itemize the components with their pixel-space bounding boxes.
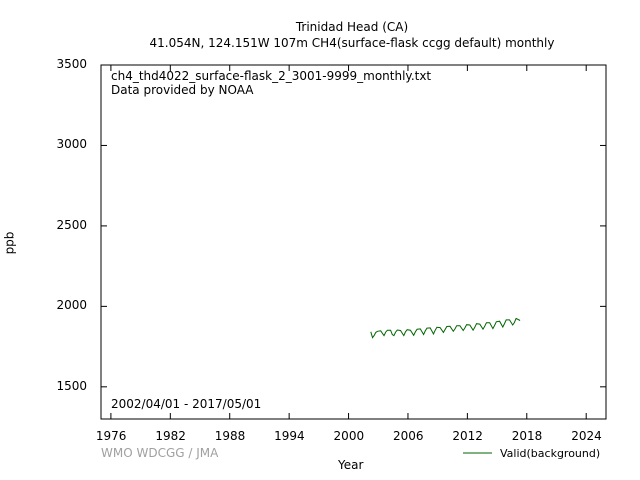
x-tick-label: 2006	[392, 429, 424, 443]
x-tick-label: 1994	[274, 429, 305, 443]
y-tick-label: 2500	[56, 217, 87, 232]
tick-marks	[101, 64, 606, 419]
file-label: ch4_thd4022_surface-flask_2_3001-9999_mo…	[111, 69, 432, 83]
y-tick-label: 3000	[56, 137, 87, 152]
plot-frame	[100, 64, 607, 420]
y-tick-label: 1500	[56, 378, 87, 393]
y-tick-label: 2000	[56, 298, 87, 313]
x-tick-label: 1988	[214, 429, 246, 443]
series-layer	[370, 317, 521, 339]
chart-title: Trinidad Head (CA)	[295, 20, 409, 34]
x-tick-label: 2018	[511, 429, 543, 443]
x-tick-label: 2024	[571, 429, 602, 443]
credit-label: WMO WDCGG / JMA	[101, 446, 219, 460]
x-tick-label: 2012	[452, 429, 483, 443]
series-line	[370, 317, 521, 339]
x-tick-label: 1982	[155, 429, 186, 443]
period-label: 2002/04/01 - 2017/05/01	[111, 397, 262, 411]
provider-label: Data provided by NOAA	[111, 83, 254, 97]
x-tick-label: 2000	[333, 429, 365, 443]
x-axis-label: Year	[338, 458, 364, 472]
legend-label: Valid(background)	[500, 447, 601, 460]
y-tick-label: 3500	[56, 57, 87, 71]
y-axis-label: ppb	[2, 231, 17, 255]
chart-subtitle: 41.054N, 124.151W 107m CH4(surface-flask…	[149, 36, 555, 50]
x-tick-label: 1976	[95, 429, 127, 443]
